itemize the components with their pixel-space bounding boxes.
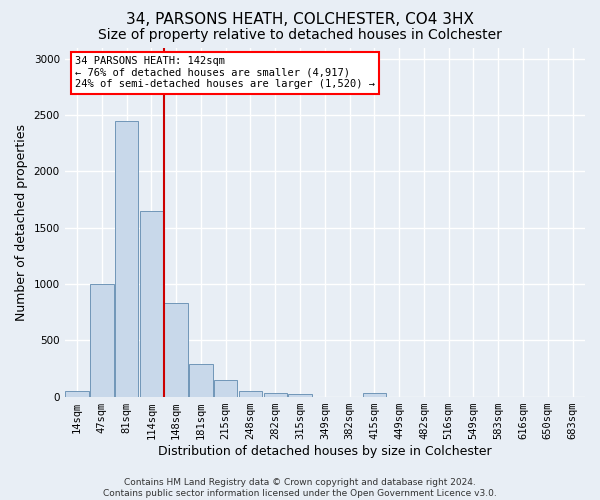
Bar — [214, 380, 238, 396]
Bar — [140, 211, 163, 396]
Bar — [362, 393, 386, 396]
Bar — [90, 284, 113, 397]
Bar — [115, 120, 139, 396]
Text: Contains HM Land Registry data © Crown copyright and database right 2024.
Contai: Contains HM Land Registry data © Crown c… — [103, 478, 497, 498]
Bar — [263, 392, 287, 396]
Bar — [288, 394, 312, 396]
Bar — [164, 303, 188, 396]
Text: 34, PARSONS HEATH, COLCHESTER, CO4 3HX: 34, PARSONS HEATH, COLCHESTER, CO4 3HX — [126, 12, 474, 28]
Y-axis label: Number of detached properties: Number of detached properties — [15, 124, 28, 320]
X-axis label: Distribution of detached houses by size in Colchester: Distribution of detached houses by size … — [158, 444, 491, 458]
Bar — [65, 391, 89, 396]
Bar — [189, 364, 213, 396]
Bar — [239, 391, 262, 396]
Text: Size of property relative to detached houses in Colchester: Size of property relative to detached ho… — [98, 28, 502, 42]
Text: 34 PARSONS HEATH: 142sqm
← 76% of detached houses are smaller (4,917)
24% of sem: 34 PARSONS HEATH: 142sqm ← 76% of detach… — [75, 56, 375, 90]
